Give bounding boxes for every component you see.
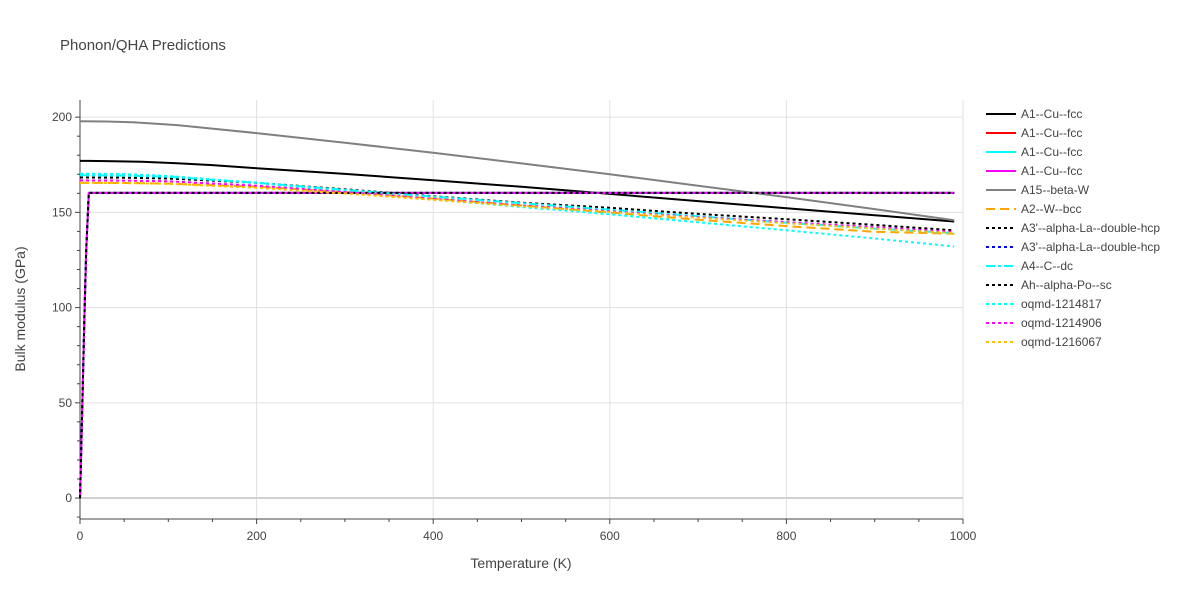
legend-label: A15--beta-W xyxy=(1021,183,1090,197)
series-line xyxy=(79,191,955,499)
x-tick-label: 600 xyxy=(600,529,620,543)
x-tick-label: 0 xyxy=(77,529,84,543)
legend-label: A3'--alpha-La--double-hcp xyxy=(1021,240,1160,254)
x-axis-title: Temperature (K) xyxy=(470,555,571,571)
legend-label: A2--W--bcc xyxy=(1021,202,1081,216)
legend-label: A1--Cu--fcc xyxy=(1021,107,1082,121)
axes: 0 200 400 600 800 1000 0 50 100 150 200 xyxy=(52,100,977,543)
y-axis-title: Bulk modulus (GPa) xyxy=(12,246,28,371)
legend-label: oqmd-1214906 xyxy=(1021,316,1102,330)
x-tick-label: 200 xyxy=(247,529,267,543)
legend-label: oqmd-1216067 xyxy=(1021,335,1102,349)
series-line xyxy=(79,191,955,499)
legend-label: A4--C--dc xyxy=(1021,259,1073,273)
y-tick-label: 50 xyxy=(59,396,73,410)
series-group xyxy=(79,120,955,499)
y-tick-label: 0 xyxy=(65,491,72,505)
x-tick-label: 400 xyxy=(423,529,443,543)
legend-label: Ah--alpha-Po--sc xyxy=(1021,278,1112,292)
legend-label: A1--Cu--fcc xyxy=(1021,164,1082,178)
legend-label: A1--Cu--fcc xyxy=(1021,126,1082,140)
series-line xyxy=(79,191,955,499)
series-line xyxy=(79,120,955,222)
y-tick-label: 100 xyxy=(52,301,72,315)
series-line xyxy=(79,181,955,235)
legend-label: oqmd-1214817 xyxy=(1021,297,1102,311)
series-line xyxy=(80,159,955,223)
grid xyxy=(80,100,964,519)
series-line xyxy=(79,191,955,499)
chart-title: Phonon/QHA Predictions xyxy=(60,37,226,54)
y-tick-label: 200 xyxy=(52,110,72,124)
legend: A1--Cu--fcc A1--Cu--fcc A1--Cu--fcc A1--Cu-… xyxy=(986,107,1160,349)
legend-label: A3'--alpha-La--double-hcp xyxy=(1021,221,1160,235)
series-line xyxy=(79,191,955,499)
x-tick-label: 1000 xyxy=(950,529,977,543)
y-tick-label: 150 xyxy=(52,205,72,219)
legend-label: A1--Cu--fcc xyxy=(1021,145,1082,159)
x-tick-label: 800 xyxy=(776,529,796,543)
